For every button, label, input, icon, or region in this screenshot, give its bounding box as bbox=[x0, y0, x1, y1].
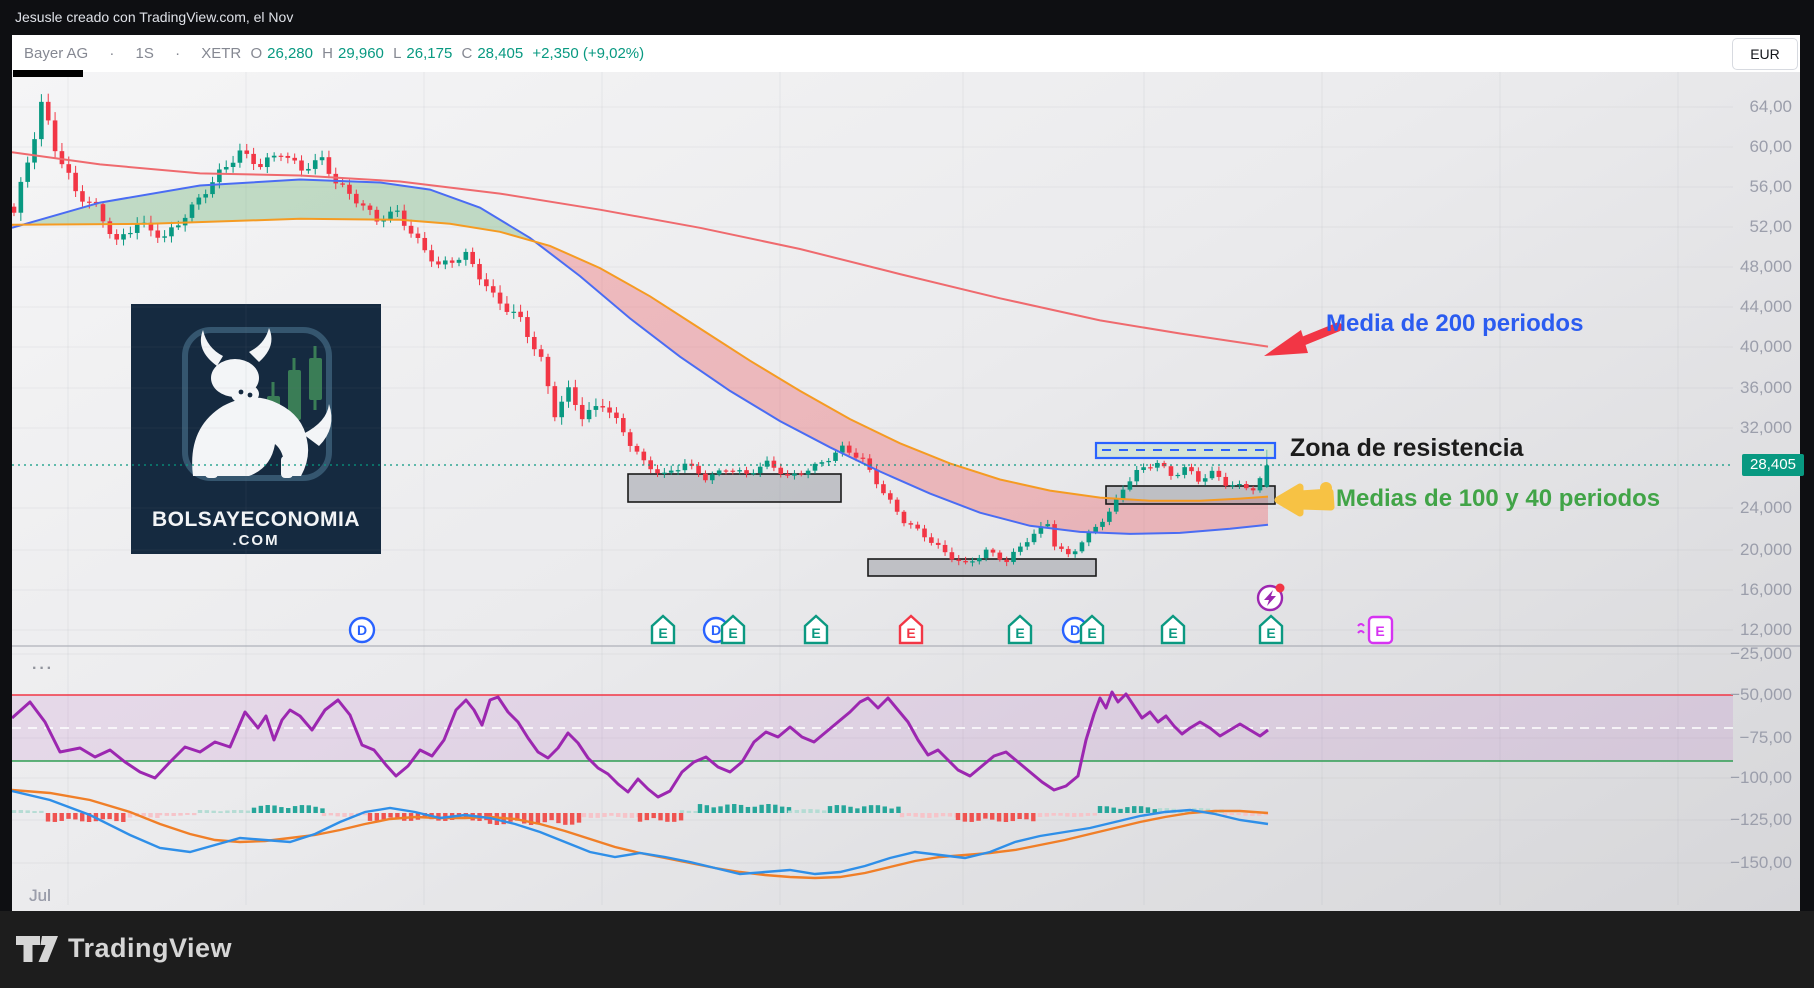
price-tick-label: 56,00 bbox=[1749, 177, 1792, 196]
symbol-header[interactable]: Bayer AG · 1S · XETR O 26,280 H 29,960 L 26… bbox=[12, 35, 1800, 73]
open-label: O bbox=[250, 45, 263, 62]
exchange-label[interactable]: XETR bbox=[201, 45, 242, 62]
tradingview-icon bbox=[16, 935, 58, 962]
low-label: L bbox=[393, 45, 402, 62]
annotation-ma100-40: Medias de 100 y 40 periodos bbox=[1336, 485, 1661, 512]
price-tick-label: −50,000 bbox=[1730, 685, 1792, 704]
close-label: C bbox=[461, 45, 473, 62]
symbol-name[interactable]: Bayer AG bbox=[24, 45, 89, 62]
time-tick-label: Jul bbox=[29, 886, 51, 905]
time-tick-label: Jul bbox=[29, 886, 51, 905]
attribution-bar: Jesusle creado con TradingView.com, el N… bbox=[0, 0, 1814, 35]
tradingview-logo[interactable]: TradingView bbox=[16, 933, 232, 964]
price-tick-label: 60,00 bbox=[1749, 137, 1792, 156]
logo-text: BOLSAYECONOMIA bbox=[151, 508, 361, 531]
close-value: 28,405 bbox=[477, 45, 524, 62]
price-tick-label: 20,000 bbox=[1740, 540, 1792, 559]
price-tick-label: 24,000 bbox=[1740, 498, 1792, 517]
price-tick-label: −75,00 bbox=[1739, 728, 1792, 747]
time-tick-label: Jul bbox=[29, 886, 51, 905]
price-tick-label: −25,000 bbox=[1730, 644, 1792, 663]
price-tick-label: 40,000 bbox=[1740, 337, 1792, 356]
price-tick-label: 52,00 bbox=[1749, 217, 1792, 236]
bull-icon bbox=[182, 327, 332, 481]
last-price-tag: 28,405 bbox=[1742, 454, 1804, 476]
price-tick-label: 48,000 bbox=[1740, 257, 1792, 276]
separator-dot: · bbox=[109, 45, 115, 62]
low-value: 26,175 bbox=[406, 45, 453, 62]
time-tick-label: Jul bbox=[29, 886, 51, 905]
timeframe-label[interactable]: 1S bbox=[135, 45, 154, 62]
price-tick-label: −150,00 bbox=[1730, 853, 1792, 872]
price-tick-label: 44,000 bbox=[1740, 297, 1792, 316]
indicator-more-button[interactable]: ··· bbox=[32, 660, 54, 677]
logo-domain-text: .COM bbox=[232, 532, 280, 549]
drawing-black-bar[interactable] bbox=[13, 70, 83, 77]
attribution-text: Jesusle creado con TradingView.com, el N… bbox=[15, 9, 294, 25]
bolsayeconomia-logo: BOLSAYECONOMIA .COM bbox=[131, 304, 381, 554]
footer-bar: TradingView bbox=[0, 911, 1814, 988]
price-tick-label: 32,000 bbox=[1740, 418, 1792, 437]
price-tick-label: −125,00 bbox=[1730, 810, 1792, 829]
separator-dot: · bbox=[175, 45, 181, 62]
high-value: 29,960 bbox=[338, 45, 384, 62]
price-tick-label: 36,000 bbox=[1740, 378, 1792, 397]
change-value: +2,350 (+9,02%) bbox=[532, 45, 645, 62]
annotation-ma200: Media de 200 periodos bbox=[1326, 310, 1584, 337]
time-tick-label: Jul bbox=[29, 886, 51, 905]
tradingview-brand-text: TradingView bbox=[68, 933, 233, 963]
annotation-resistance-zone: Zona de resistencia bbox=[1290, 434, 1524, 462]
price-tick-label: 16,000 bbox=[1740, 580, 1792, 599]
high-label: H bbox=[322, 45, 334, 62]
currency-button[interactable]: EUR bbox=[1732, 38, 1798, 70]
price-tick-label: 12,000 bbox=[1740, 620, 1792, 639]
price-tick-label: −100,00 bbox=[1730, 768, 1792, 787]
open-value: 26,280 bbox=[267, 45, 313, 62]
price-tick-label: 64,00 bbox=[1749, 97, 1792, 116]
